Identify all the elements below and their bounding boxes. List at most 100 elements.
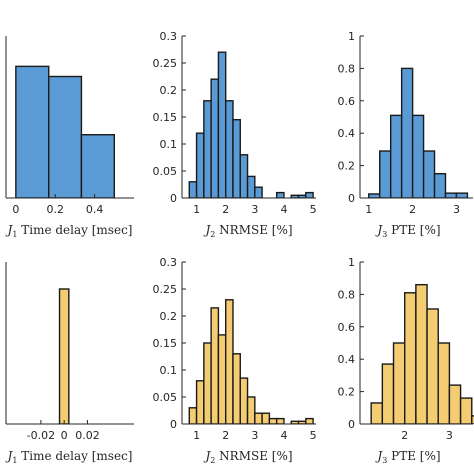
histogram-bar bbox=[400, 67, 414, 198]
histogram-bar bbox=[210, 78, 220, 198]
histogram-bar bbox=[80, 134, 116, 198]
histogram-panel-1: 0 0.2 0.4 J1 Time delay [msec] bbox=[5, 36, 134, 239]
y-tick-label: 1 bbox=[348, 30, 355, 43]
y-tick-label: 0 bbox=[170, 418, 177, 431]
y-tick-label: 0.3 bbox=[160, 256, 178, 269]
histogram-bar bbox=[58, 288, 70, 424]
histogram-bars bbox=[15, 65, 116, 198]
histogram-bar bbox=[415, 283, 428, 424]
histogram-bar bbox=[437, 342, 451, 424]
x-axis-label: J3 PTE [%] bbox=[374, 223, 440, 239]
y-tick-label: 0.2 bbox=[160, 84, 178, 97]
y-tick-label: 0 bbox=[170, 192, 177, 205]
histogram-panel-6: 2 3 0 0.2 0.4 0.6 0.8 1 J3 PTE [%] bbox=[338, 256, 474, 465]
histogram-bar bbox=[224, 299, 234, 424]
histogram-bar bbox=[448, 384, 462, 424]
x-tick-label: 1 bbox=[193, 429, 200, 442]
y-tick-label: 0 bbox=[348, 192, 355, 205]
histogram-bar bbox=[411, 114, 425, 198]
histogram-bar bbox=[444, 192, 458, 198]
histogram-bar bbox=[239, 377, 249, 424]
y-tick-label: 0.15 bbox=[153, 111, 178, 124]
histogram-bar bbox=[404, 292, 417, 424]
x-tick-label: 0.02 bbox=[75, 429, 100, 442]
histogram-bar bbox=[370, 402, 384, 424]
x-tick-label: 3 bbox=[251, 203, 258, 216]
x-tick-label: -0.02 bbox=[27, 429, 55, 442]
histogram-bar bbox=[195, 132, 205, 198]
y-tick-label: 0.8 bbox=[338, 288, 356, 301]
histogram-bar bbox=[188, 407, 198, 424]
histogram-bar bbox=[422, 150, 436, 198]
x-tick-label: 4 bbox=[280, 429, 287, 442]
y-tick-label: 0.2 bbox=[160, 310, 178, 323]
histogram-bar bbox=[254, 186, 263, 198]
histogram-bar bbox=[203, 342, 212, 424]
histogram-bars bbox=[58, 288, 70, 424]
histogram-bars bbox=[188, 51, 314, 198]
histogram-bar bbox=[239, 154, 249, 198]
histogram-bar bbox=[188, 181, 198, 198]
x-tick-label: 1 bbox=[193, 203, 200, 216]
histogram-bar bbox=[305, 191, 314, 198]
x-tick-label: 3 bbox=[251, 429, 258, 442]
histogram-bar bbox=[217, 334, 227, 424]
y-tick-label: 0 bbox=[348, 418, 355, 431]
x-tick-label: 2 bbox=[409, 203, 416, 216]
x-axis-label: J3 PTE [%] bbox=[374, 449, 440, 465]
histogram-bar bbox=[261, 412, 271, 424]
histogram-bar bbox=[305, 417, 314, 424]
histogram-panel-5: 1 2 3 4 5 0 0.05 0.1 0.15 0.2 0.25 0.3 J2 NRMSE [%] bbox=[153, 256, 317, 465]
x-tick-label: 3 bbox=[453, 203, 460, 216]
y-tick-label: 0.15 bbox=[153, 337, 178, 350]
y-tick-label: 0.05 bbox=[153, 391, 178, 404]
histogram-bars bbox=[368, 67, 469, 198]
y-tick-label: 1 bbox=[348, 256, 355, 269]
x-tick-label: 3 bbox=[446, 429, 453, 442]
histogram-bar bbox=[195, 380, 205, 424]
histogram-bar bbox=[232, 118, 241, 198]
x-axis-label: J1 Time delay [msec] bbox=[5, 223, 133, 239]
x-tick-label: 0 bbox=[12, 203, 19, 216]
histogram-bar bbox=[389, 114, 403, 198]
y-tick-label: 0.3 bbox=[160, 30, 178, 43]
y-tick-label: 0.05 bbox=[153, 165, 178, 178]
histogram-bar bbox=[224, 100, 234, 198]
x-tick-label: 5 bbox=[310, 429, 317, 442]
histogram-panel-4: -0.02 0 0.02 J1 Time delay [msec] bbox=[5, 262, 134, 465]
y-tick-label: 0.2 bbox=[338, 386, 356, 399]
y-tick-label: 0.25 bbox=[153, 283, 178, 296]
x-tick-label: 2 bbox=[222, 203, 229, 216]
histogram-bar bbox=[246, 175, 256, 198]
x-tick-label: 0.2 bbox=[46, 203, 64, 216]
x-axis-label: J1 Time delay [msec] bbox=[5, 449, 133, 465]
histogram-bar bbox=[275, 191, 285, 198]
x-tick-label: 0 bbox=[61, 429, 68, 442]
histogram-bar bbox=[381, 363, 395, 424]
x-tick-label: 5 bbox=[310, 203, 317, 216]
histogram-bar bbox=[48, 75, 83, 198]
y-tick-label: 0.4 bbox=[338, 353, 356, 366]
histogram-bars bbox=[188, 299, 314, 424]
x-axis-label: J2 NRMSE [%] bbox=[202, 223, 292, 239]
x-tick-label: 2 bbox=[401, 429, 408, 442]
histogram-bar bbox=[471, 415, 474, 424]
histogram-bar bbox=[246, 396, 256, 424]
y-tick-label: 0.2 bbox=[338, 160, 356, 173]
y-tick-label: 0.6 bbox=[338, 95, 356, 108]
histogram-bar bbox=[217, 51, 227, 198]
x-tick-label: 4 bbox=[280, 203, 287, 216]
histogram-panel-2: 1 2 3 4 5 0 0.05 0.1 0.15 0.2 0.25 0.3 J2 NRMSE [%] bbox=[153, 30, 317, 239]
y-tick-label: 0.8 bbox=[338, 62, 356, 75]
histogram-bar bbox=[392, 342, 406, 424]
histogram-bar bbox=[210, 307, 220, 424]
y-tick-label: 0.25 bbox=[153, 57, 178, 70]
y-tick-label: 0.1 bbox=[160, 364, 178, 377]
histogram-bar bbox=[426, 308, 439, 424]
histogram-bar bbox=[455, 192, 469, 198]
histogram-bar bbox=[232, 353, 241, 424]
histogram-bar bbox=[15, 65, 50, 198]
histogram-bar bbox=[268, 417, 278, 424]
histogram-bar bbox=[275, 417, 285, 424]
